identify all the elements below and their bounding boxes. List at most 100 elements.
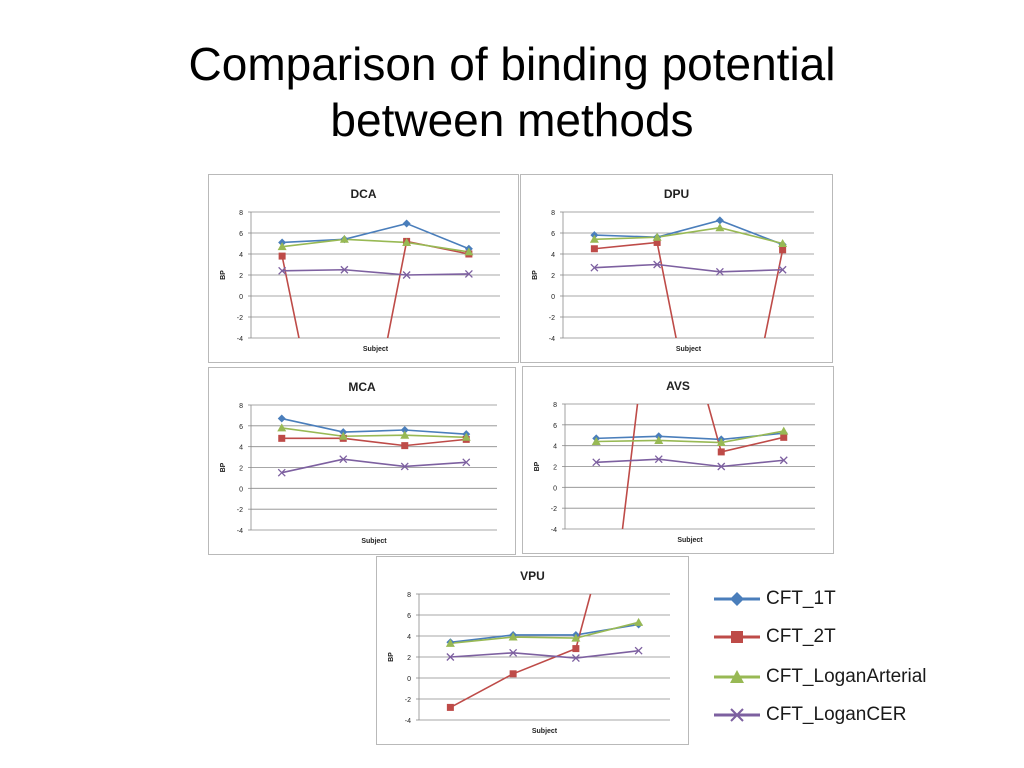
chart-title: DCA [351, 187, 377, 201]
data-point-cft-loganarterial [715, 223, 725, 232]
y-tick-label: 2 [239, 273, 243, 280]
y-tick-label: 8 [551, 210, 555, 217]
plot-area [449, 594, 639, 709]
data-point-cft-loganarterial [400, 430, 410, 439]
data-point-cft-logancer [654, 455, 663, 464]
y-axis-label: BP [220, 462, 227, 472]
series-line-cft-1t [281, 417, 467, 435]
legend-marker-diamond [730, 592, 744, 606]
data-point-cft-logancer [778, 265, 787, 274]
x-axis-label: Subject [677, 537, 703, 544]
y-tick-label: 0 [407, 676, 411, 683]
data-point-cft-loganarterial [464, 247, 474, 256]
data-point-cft-logancer [592, 458, 601, 467]
series-line-cft-2t [621, 404, 784, 529]
y-tick-label: 0 [551, 294, 555, 301]
y-tick-label: 4 [239, 445, 243, 452]
data-point-cft-loganarterial [402, 237, 412, 246]
series-line-cft-2t [449, 594, 592, 709]
data-point-cft-logancer [571, 654, 580, 663]
y-axis-label: BP [534, 461, 541, 471]
y-tick-label: -2 [551, 506, 557, 513]
plot-area [594, 219, 784, 338]
data-point-cft-loganarterial [338, 431, 348, 440]
y-tick-label: -4 [237, 528, 243, 535]
data-point-cft-logancer [278, 266, 287, 275]
data-point-cft-2t [653, 238, 661, 246]
slide-title: Comparison of binding potential between … [0, 36, 1024, 148]
chart-panel-dca: DCA -4 -2 0 2 4 6 8 BP Subject [208, 174, 519, 363]
data-point-cft-2t [509, 670, 517, 678]
y-tick-label: 4 [553, 444, 557, 451]
y-tick-label: 4 [239, 252, 243, 259]
data-point-cft-logancer [779, 456, 788, 465]
chart-svg-dpu: DPU -4 -2 0 2 4 6 8 BP Subject [532, 187, 814, 353]
y-tick-label: 2 [239, 466, 243, 473]
data-point-cft-1t [400, 426, 409, 434]
data-point-cft-loganarterial [339, 234, 349, 243]
series-line-cft-1t [594, 219, 783, 246]
series-line-cft-1t [282, 222, 470, 250]
series-line-cft-loganarterial [281, 427, 467, 439]
y-tick-label: 6 [553, 423, 557, 430]
legend-item-cft-2t: CFT_2T [708, 624, 948, 652]
y-tick-label: 0 [239, 486, 243, 493]
legend-label-cft-logancer: CFT_LoganCER [766, 704, 907, 725]
legend-item-cft-logancer: CFT_LoganCER [708, 702, 948, 730]
data-point-cft-loganarterial [716, 438, 726, 447]
plot-area [596, 404, 784, 529]
chart-svg-dca: DCA -4 -2 0 2 4 6 8 BP Subject [220, 187, 500, 353]
data-point-cft-logancer [634, 646, 643, 655]
x-axis-label: Subject [361, 538, 387, 545]
x-axis-label: Subject [363, 346, 389, 353]
data-point-cft-logancer [400, 462, 409, 471]
x-axis-label: Subject [676, 346, 702, 353]
series-line-cft-2t [594, 241, 784, 338]
data-point-cft-logancer [653, 260, 662, 269]
legend-marker-triangle [730, 670, 744, 683]
data-point-cft-2t [278, 252, 286, 260]
chart-legend: CFT_1T CFT_2T CFT_LoganArterial CFT_Loga… [708, 580, 948, 740]
data-point-cft-logancer [509, 648, 518, 657]
data-point-cft-loganarterial [571, 633, 581, 642]
series-line-cft-loganarterial [594, 226, 783, 245]
plot-area [281, 417, 467, 474]
series-line-cft-logancer [450, 649, 639, 659]
data-point-cft-loganarterial [778, 239, 788, 247]
y-tick-label: 6 [407, 613, 411, 620]
y-tick-label: -2 [237, 315, 243, 322]
legend-item-cft-1t: CFT_1T [708, 586, 948, 614]
y-tick-label: -4 [549, 336, 555, 343]
y-tick-label: 6 [239, 424, 243, 431]
series-line-cft-loganarterial [596, 430, 784, 444]
series-line-cft-2t [281, 437, 467, 447]
chart-svg-mca: MCA -4 -2 0 2 4 6 8 BP Subject [220, 380, 497, 545]
y-axis-label: BP [388, 652, 395, 662]
y-tick-label: 4 [407, 634, 411, 641]
data-point-cft-logancer [715, 267, 724, 276]
y-axis-label: BP [220, 270, 227, 280]
y-tick-label: -2 [405, 697, 411, 704]
data-point-cft-loganarterial [277, 242, 287, 251]
chart-panel-vpu: VPU -4 -2 0 2 4 6 8 BP Subject [376, 556, 689, 745]
data-point-cft-logancer [717, 462, 726, 471]
chart-title: MCA [348, 380, 376, 394]
y-tick-label: 8 [553, 402, 557, 409]
series-line-cft-2t [281, 240, 470, 338]
series-line-cft-logancer [596, 458, 784, 468]
y-tick-label: 0 [239, 294, 243, 301]
y-tick-label: 0 [553, 485, 557, 492]
y-tick-label: 2 [407, 655, 411, 662]
data-point-cft-loganarterial [779, 426, 789, 435]
y-tick-label: -4 [405, 718, 411, 725]
data-point-cft-1t [277, 414, 286, 423]
legend-swatch-cft-loganarterial [714, 670, 760, 683]
y-axis-label: BP [532, 270, 539, 280]
legend-item-cft-loganarterial: CFT_LoganArterial [708, 664, 948, 692]
y-tick-label: -2 [549, 315, 555, 322]
chart-panel-dpu: DPU -4 -2 0 2 4 6 8 BP Subject [520, 174, 833, 363]
legend-swatch-cft-1t [714, 592, 760, 606]
data-point-cft-2t [572, 645, 580, 653]
chart-title: DPU [664, 187, 689, 201]
y-tick-label: -2 [237, 507, 243, 514]
